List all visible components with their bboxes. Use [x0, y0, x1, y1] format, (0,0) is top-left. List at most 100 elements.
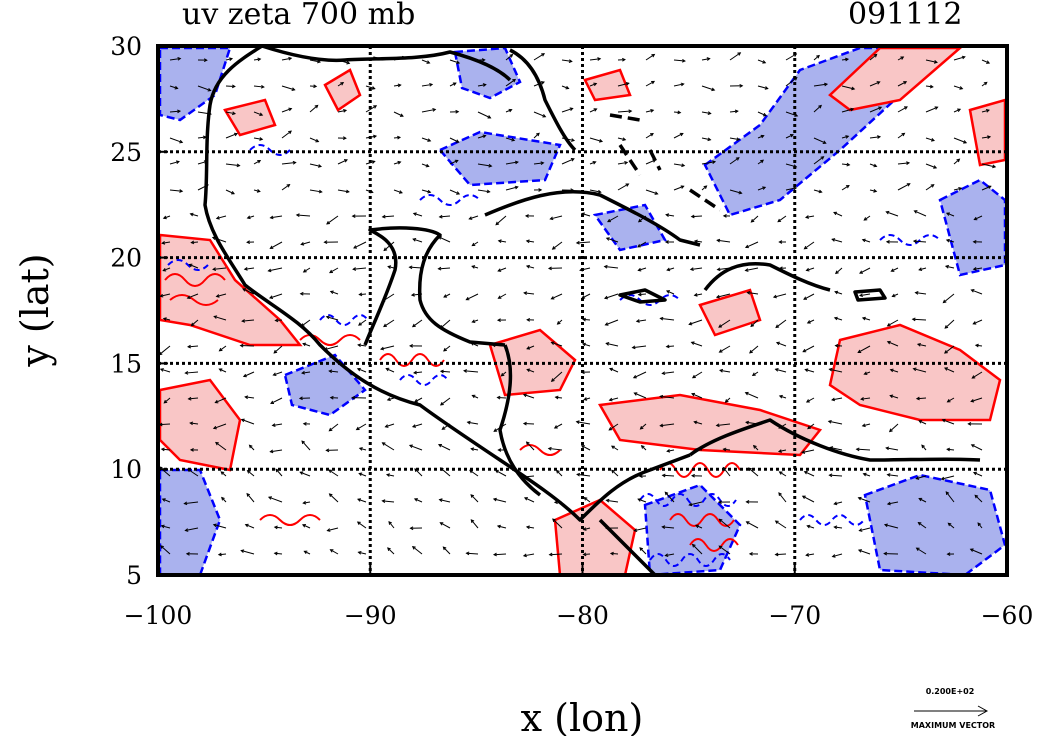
wind-vector [498, 240, 507, 243]
wind-vector-head [425, 163, 430, 168]
wind-vector [813, 137, 826, 144]
wind-vector [300, 471, 311, 477]
wind-vector [272, 423, 283, 427]
wind-vector [309, 137, 319, 143]
wind-vector-head [886, 473, 891, 477]
wind-vector-head [536, 132, 540, 137]
wind-vector [253, 160, 261, 165]
wind-vector-head [793, 186, 798, 191]
coastline-gulf-north [261, 44, 512, 82]
wind-vector-head [455, 139, 460, 143]
wind-vector-head [911, 317, 916, 322]
wind-vector [863, 215, 871, 221]
wind-vector-head [269, 215, 274, 220]
wind-vector [469, 215, 479, 220]
wind-vector-head [804, 215, 810, 219]
wind-vector [617, 82, 629, 87]
wind-vector-head [691, 473, 695, 478]
wind-vector-head [972, 266, 977, 271]
wind-vector [971, 289, 983, 295]
wind-vector-head [690, 214, 695, 219]
wind-vector-head [496, 524, 501, 529]
wind-vector [190, 422, 199, 425]
wind-vector [673, 59, 685, 62]
wind-vector-head [833, 316, 838, 321]
wind-vector [869, 163, 877, 167]
wind-vector-head [231, 84, 236, 89]
wind-vector-head [323, 347, 328, 351]
wind-vector [604, 293, 619, 299]
wind-vector-head [987, 135, 992, 139]
wind-vector-head [383, 323, 387, 328]
wind-vector-head [471, 265, 476, 269]
wind-vector [807, 525, 815, 529]
wind-vector [718, 319, 731, 328]
wind-vector [274, 526, 283, 529]
wind-vector-head [605, 237, 610, 241]
wind-vector [834, 291, 843, 295]
wind-vector [834, 526, 843, 529]
wind-vector-head [605, 498, 610, 503]
wind-vector-head [439, 522, 444, 526]
wind-vector-head [244, 395, 249, 400]
wind-vector-head [834, 290, 839, 295]
wind-vector-head [301, 370, 306, 375]
wind-vector-head [355, 426, 360, 431]
wind-vector-head [915, 547, 920, 551]
wind-vector-head [373, 105, 378, 109]
wind-vector [921, 444, 927, 451]
wind-vector [329, 370, 339, 373]
wind-vector-head [175, 160, 180, 165]
wind-vector-head [611, 469, 615, 474]
wind-vector [807, 319, 815, 324]
wind-vector [918, 420, 927, 425]
wind-vector [617, 161, 628, 165]
wind-vector [832, 238, 843, 243]
wind-vector-head [929, 84, 934, 89]
wind-vector-head [633, 528, 638, 532]
wind-vector [215, 442, 227, 451]
wind-vector-head [179, 139, 184, 144]
wind-vector-head [242, 288, 247, 292]
wind-vector-head [691, 374, 696, 379]
wind-vector-head [381, 442, 386, 446]
wind-vector [913, 368, 927, 373]
coastline-south-america [688, 418, 981, 462]
wind-vector-head [229, 57, 234, 61]
wind-vector-head [246, 469, 251, 474]
wind-vector [551, 293, 563, 300]
wind-vector-head [259, 137, 264, 141]
wind-vector [470, 342, 479, 347]
wind-vector [197, 160, 207, 165]
wind-vector-head [551, 246, 556, 250]
wind-vector [472, 241, 479, 247]
wind-vector [916, 397, 927, 400]
wind-vector [604, 265, 619, 269]
wind-vector [971, 371, 983, 379]
wind-vector-head [438, 214, 443, 219]
wind-vector [324, 345, 339, 351]
wind-vector [750, 319, 759, 327]
wind-vector-head [833, 501, 838, 506]
wind-vector-head [706, 57, 711, 61]
wind-vector-head [583, 497, 588, 501]
wind-vector-head [680, 185, 685, 189]
wind-vector [505, 79, 516, 87]
wind-vector [561, 85, 569, 89]
wind-vector-head [891, 293, 896, 298]
wind-vector [645, 80, 655, 87]
wind-vector-head [873, 163, 878, 168]
wind-vector [925, 85, 933, 88]
wind-vector-head [883, 551, 888, 556]
wind-vector [953, 158, 960, 165]
wind-vector-head [628, 109, 633, 114]
wind-vector-head [858, 528, 863, 532]
wind-vector-head [751, 372, 756, 376]
wind-vector [673, 163, 685, 167]
wind-vector [281, 57, 292, 61]
wind-vector-head [288, 107, 293, 112]
wind-vector [498, 267, 507, 272]
wind-vector-head [722, 214, 727, 218]
wind-vector [247, 215, 255, 219]
wind-vector [589, 137, 603, 142]
